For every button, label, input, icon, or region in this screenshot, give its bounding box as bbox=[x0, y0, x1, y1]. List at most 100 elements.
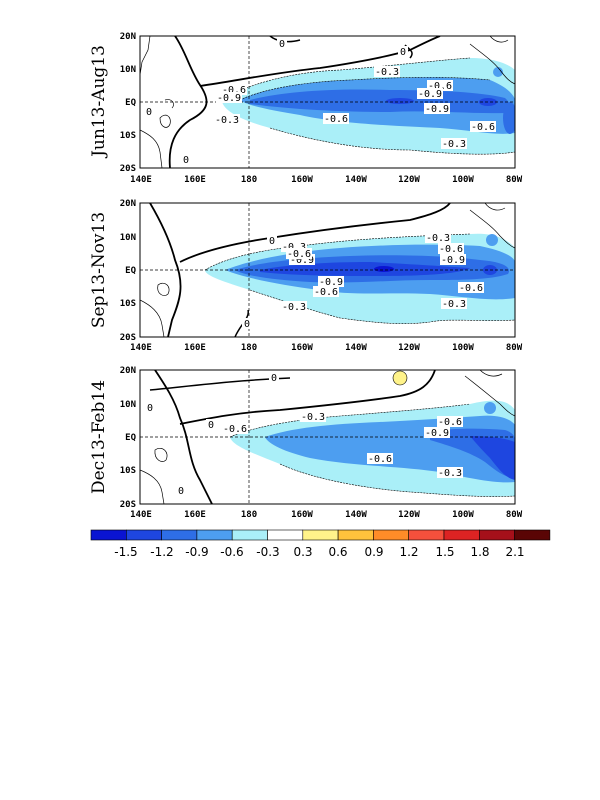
colorbar-tick-label: -0.9 bbox=[185, 545, 208, 559]
svg-text:-0.6: -0.6 bbox=[287, 249, 311, 260]
coastline bbox=[484, 203, 506, 211]
colorbar-tick-label: 0.6 bbox=[328, 545, 347, 559]
contour-label: -0.3 bbox=[425, 232, 451, 244]
panel-frame bbox=[139, 35, 516, 169]
panel-2 bbox=[139, 202, 516, 338]
colorbar-tick-label: 0.9 bbox=[364, 545, 383, 559]
anomaly-fill-neg12 bbox=[260, 262, 470, 276]
colorbar-tick-label: 0.3 bbox=[293, 545, 312, 559]
svg-text:-0.6: -0.6 bbox=[439, 244, 463, 255]
contour-line bbox=[269, 127, 515, 155]
lat-tick-label: 20S bbox=[120, 333, 136, 343]
lat-tick-label: 10S bbox=[120, 299, 136, 309]
svg-text:-0.6: -0.6 bbox=[438, 417, 462, 428]
svg-text:-0.3: -0.3 bbox=[442, 299, 466, 310]
colorbar-swatch bbox=[337, 529, 374, 541]
contour-label: 0 bbox=[206, 419, 216, 431]
colorbar-swatch bbox=[514, 529, 551, 541]
contour-label: 0 bbox=[145, 402, 155, 414]
contour-label: -0.3 bbox=[281, 301, 307, 313]
coastline bbox=[154, 447, 168, 462]
zero-contour bbox=[179, 203, 451, 263]
panel-2-contour-labels: -0.3 -0.6 -0.9 -0.3 -0.6 -0.9 -0.9 -0.6 … bbox=[242, 232, 484, 330]
contour-label: -0.9 bbox=[318, 276, 344, 288]
contour-line bbox=[239, 77, 491, 101]
contour-label: -0.9 bbox=[440, 254, 466, 266]
lon-tick-label: 180 bbox=[241, 175, 257, 185]
colorbar-swatch bbox=[267, 529, 304, 541]
contour-label: 0 bbox=[176, 485, 186, 497]
contour-label: -0.3 bbox=[300, 411, 326, 423]
contour-label: -0.6 bbox=[438, 243, 464, 255]
contour-label: -0.3 bbox=[374, 66, 400, 78]
panel-2-lon-ticks: 140E 160E 180 160W 140W 120W 100W 80W bbox=[130, 343, 523, 353]
contour-label: -0.6 bbox=[427, 80, 453, 92]
svg-text:-0.9: -0.9 bbox=[290, 255, 314, 266]
svg-text:0: 0 bbox=[178, 486, 184, 497]
contour-line bbox=[221, 57, 471, 101]
svg-text:-0.6: -0.6 bbox=[368, 454, 392, 465]
contour-label: 0 bbox=[242, 318, 252, 330]
coastline bbox=[489, 36, 509, 43]
lon-tick-label: 140W bbox=[345, 510, 367, 520]
svg-text:-0.9: -0.9 bbox=[441, 255, 465, 266]
coastline bbox=[140, 36, 151, 76]
colorbar-swatch bbox=[408, 529, 445, 541]
anomaly-fill-neg06 bbox=[503, 102, 515, 134]
contour-label: -0.6 bbox=[313, 286, 339, 298]
colorbar-tick-label: 2.1 bbox=[505, 545, 524, 559]
lon-tick-label: 180 bbox=[241, 510, 257, 520]
colorbar-swatch bbox=[90, 529, 127, 541]
colorbar-swatch bbox=[161, 529, 198, 541]
contour-label: -0.6 bbox=[458, 282, 484, 294]
panel-frame bbox=[139, 369, 516, 505]
contour-label: -0.9 bbox=[424, 103, 450, 115]
svg-text:0: 0 bbox=[147, 403, 153, 414]
contour-label: -0.9 bbox=[417, 88, 443, 100]
coastline bbox=[140, 469, 165, 504]
panel-2-field bbox=[140, 203, 515, 337]
contour-label: 0 bbox=[277, 38, 287, 50]
anomaly-fill-neg06 bbox=[484, 402, 496, 414]
coastline bbox=[140, 299, 165, 337]
lon-tick-label: 160W bbox=[291, 175, 313, 185]
panel-3-field bbox=[140, 370, 515, 504]
lat-tick-label: 10S bbox=[120, 131, 136, 141]
zero-contour bbox=[154, 370, 213, 504]
contour-label: -0.6 bbox=[470, 121, 496, 133]
lon-tick-label: 80W bbox=[506, 343, 523, 353]
lon-tick-label: 160W bbox=[291, 343, 313, 353]
lon-tick-label: 100W bbox=[452, 510, 474, 520]
lat-tick-label: 20N bbox=[120, 366, 136, 376]
contour-line bbox=[249, 289, 515, 324]
lon-tick-label: 120W bbox=[398, 510, 420, 520]
lat-tick-label: 20N bbox=[120, 32, 136, 42]
svg-text:-0.9: -0.9 bbox=[319, 277, 343, 288]
svg-text:-0.3: -0.3 bbox=[282, 242, 306, 253]
contour-label: -0.3 bbox=[441, 298, 467, 310]
lon-tick-label: 180 bbox=[241, 343, 257, 353]
contour-label: -0.6 bbox=[286, 248, 312, 260]
panel-frame bbox=[139, 202, 516, 338]
svg-text:-0.6: -0.6 bbox=[324, 114, 348, 125]
colorbar-ticks: -1.5 -1.2 -0.9 -0.6 -0.3 0.3 0.6 0.9 1.2… bbox=[114, 545, 524, 559]
coastline bbox=[464, 375, 515, 417]
coastline bbox=[157, 282, 170, 296]
lon-tick-label: 140E bbox=[130, 175, 152, 185]
svg-text:0: 0 bbox=[269, 236, 275, 247]
lon-tick-label: 160E bbox=[184, 510, 206, 520]
colorbar-swatch bbox=[196, 529, 233, 541]
lat-tick-label: 20S bbox=[120, 164, 136, 174]
positive-anomaly-blob bbox=[392, 370, 408, 386]
panel-3 bbox=[139, 369, 516, 505]
colorbar-swatch bbox=[126, 529, 162, 541]
panel-3-lat-ticks: 20N 10N EQ 10S 20S bbox=[120, 366, 137, 510]
panel-1-lat-ticks: 20N 10N EQ 10S 20S bbox=[120, 32, 137, 174]
lon-tick-label: 100W bbox=[452, 175, 474, 185]
lat-tick-label: 20S bbox=[120, 500, 136, 510]
contour-label: -0.3 bbox=[214, 114, 240, 126]
svg-text:-0.9: -0.9 bbox=[217, 93, 241, 104]
svg-text:-0.3: -0.3 bbox=[375, 67, 399, 78]
contour-label: -0.3 bbox=[281, 241, 307, 253]
panel-3-label: Dec13-Feb14 bbox=[89, 380, 109, 494]
